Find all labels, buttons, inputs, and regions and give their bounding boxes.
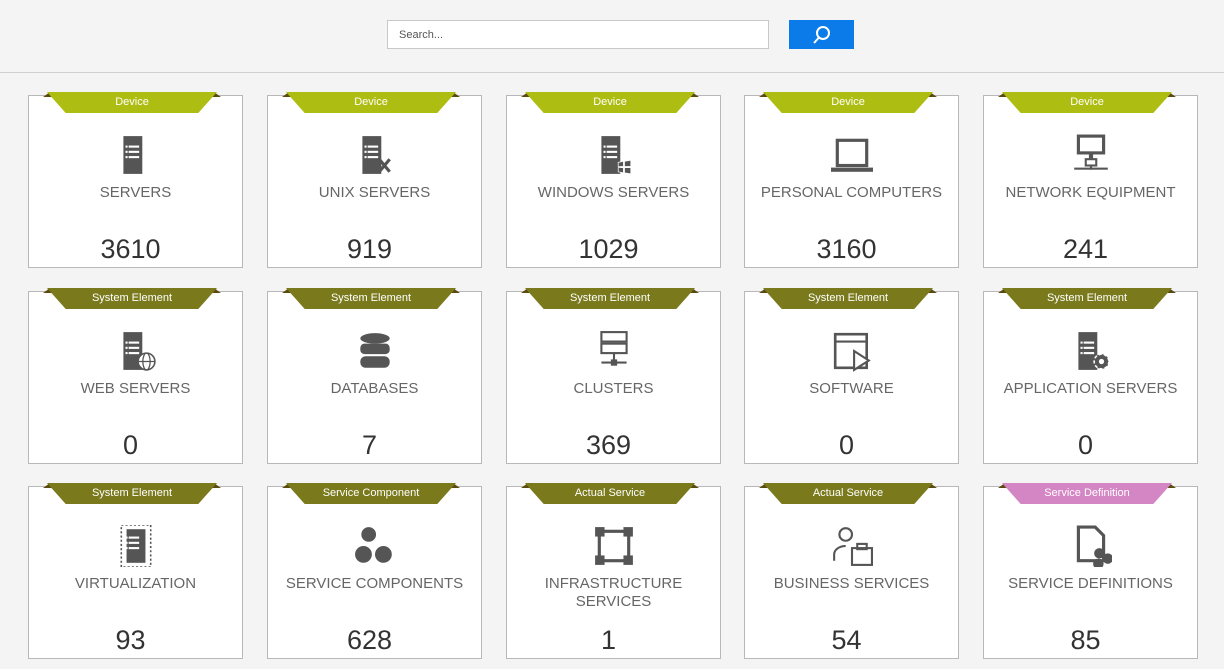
- card-count: 3610: [100, 234, 161, 264]
- card-label: SERVICE COMPONENTS: [285, 575, 464, 592]
- card-components[interactable]: Service Component SERVICE COMPONENTS 628: [267, 483, 482, 659]
- category-badge: System Element: [47, 483, 217, 504]
- category-badge: Device: [525, 92, 695, 113]
- card-label: SERVERS: [99, 184, 172, 201]
- card-count: 0: [1077, 430, 1094, 460]
- card-infrastructure[interactable]: Actual Service INFRASTRUCTURE SERVICES 1: [506, 483, 721, 659]
- card-count: 0: [838, 430, 855, 460]
- card-software[interactable]: System Element SOFTWARE 0: [744, 288, 959, 464]
- card-count: 7: [361, 430, 378, 460]
- card-count: 85: [1070, 625, 1101, 655]
- card-count: 93: [115, 625, 146, 655]
- category-badge: Device: [286, 92, 456, 113]
- category-badge: Service Definition: [1002, 483, 1172, 504]
- card-label: UNIX SERVERS: [318, 184, 431, 201]
- card-label: CLUSTERS: [573, 380, 654, 397]
- definition-icon: [984, 525, 1197, 567]
- card-count: 628: [346, 625, 393, 655]
- card-label: NETWORK EQUIPMENT: [1005, 184, 1176, 201]
- network-icon: [984, 134, 1197, 176]
- card-business[interactable]: Actual Service BUSINESS SERVICES 54: [744, 483, 959, 659]
- search-button[interactable]: [789, 20, 854, 49]
- category-badge: Device: [763, 92, 933, 113]
- card-label: VIRTUALIZATION: [74, 575, 197, 592]
- server-icon: [29, 134, 242, 176]
- infrastructure-icon: [507, 525, 720, 567]
- card-label: BUSINESS SERVICES: [773, 575, 930, 592]
- cluster-icon: [507, 330, 720, 372]
- category-badge: Device: [47, 92, 217, 113]
- category-badge: System Element: [286, 288, 456, 309]
- card-count: 241: [1062, 234, 1109, 264]
- category-badge: Device: [1002, 92, 1172, 113]
- card-label: PERSONAL COMPUTERS: [760, 184, 943, 201]
- card-label: INFRASTRUCTURE SERVICES: [544, 575, 683, 610]
- category-badge: System Element: [47, 288, 217, 309]
- card-server[interactable]: Device SERVERS 3610: [28, 92, 243, 268]
- unix-server-icon: [268, 134, 481, 176]
- web-server-icon: [29, 330, 242, 372]
- card-label: APPLICATION SERVERS: [1003, 380, 1178, 397]
- card-count: 1029: [578, 234, 639, 264]
- app-server-icon: [984, 330, 1197, 372]
- database-icon: [268, 330, 481, 372]
- card-database[interactable]: System Element DATABASES 7: [267, 288, 482, 464]
- windows-server-icon: [507, 134, 720, 176]
- card-count: 369: [585, 430, 632, 460]
- card-app-server[interactable]: System Element APPLICATION SERVERS 0: [983, 288, 1198, 464]
- card-label: SOFTWARE: [809, 380, 894, 397]
- components-icon: [268, 525, 481, 567]
- card-label: SERVICE DEFINITIONS: [1008, 575, 1173, 592]
- category-badge: System Element: [763, 288, 933, 309]
- card-count: 3160: [816, 234, 877, 264]
- header: [0, 0, 1224, 73]
- card-count: 919: [346, 234, 393, 264]
- business-icon: [745, 525, 958, 567]
- search-input[interactable]: [387, 20, 769, 49]
- card-label: WEB SERVERS: [80, 380, 191, 397]
- virtualization-icon: [29, 525, 242, 567]
- card-virtualization[interactable]: System Element VIRTUALIZATION 93: [28, 483, 243, 659]
- card-count: 54: [831, 625, 862, 655]
- card-count: 0: [122, 430, 139, 460]
- category-badge: System Element: [1002, 288, 1172, 309]
- card-cluster[interactable]: System Element CLUSTERS 369: [506, 288, 721, 464]
- card-web-server[interactable]: System Element WEB SERVERS 0: [28, 288, 243, 464]
- card-label: WINDOWS SERVERS: [537, 184, 690, 201]
- card-windows-server[interactable]: Device WINDOWS SERVERS 1029: [506, 92, 721, 268]
- card-laptop[interactable]: Device PERSONAL COMPUTERS 3160: [744, 92, 959, 268]
- laptop-icon: [745, 134, 958, 176]
- card-label: DATABASES: [330, 380, 419, 397]
- card-definition[interactable]: Service Definition SERVICE DEFINITIONS 8…: [983, 483, 1198, 659]
- search-icon: [812, 25, 830, 44]
- software-icon: [745, 330, 958, 372]
- category-badge: Service Component: [286, 483, 456, 504]
- card-unix-server[interactable]: Device UNIX SERVERS 919: [267, 92, 482, 268]
- category-badge: Actual Service: [525, 483, 695, 504]
- card-count: 1: [600, 625, 617, 655]
- category-badge: Actual Service: [763, 483, 933, 504]
- card-network[interactable]: Device NETWORK EQUIPMENT 241: [983, 92, 1198, 268]
- category-badge: System Element: [525, 288, 695, 309]
